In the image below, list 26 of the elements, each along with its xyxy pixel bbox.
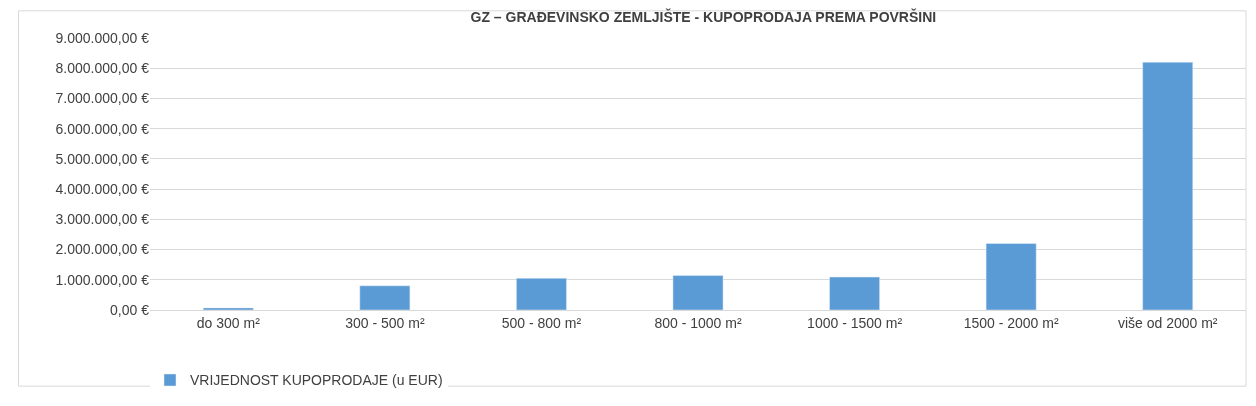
y-tick-label: 4.000.000,00 € xyxy=(55,181,150,198)
bar xyxy=(202,307,254,310)
x-tick-label: 1500 - 2000 m² xyxy=(963,314,1059,331)
x-tick-label: 800 - 1000 m² xyxy=(654,314,742,331)
x-tick-label: 500 - 800 m² xyxy=(501,314,582,331)
chart-title: GZ – GRAĐEVINSKO ZEMLJIŠTE - KUPOPRODAJA PREMA POVRŠINI xyxy=(470,7,937,25)
y-tick-label: 0,00 € xyxy=(110,301,150,318)
x-tick-label: 1000 - 1500 m² xyxy=(807,314,903,331)
y-tick-label: 1.000.000,00 € xyxy=(55,271,150,288)
legend-label: VRIJEDNOST KUPOPRODAJE (u EUR) xyxy=(190,372,443,389)
bar xyxy=(985,243,1037,310)
y-tick-label: 7.000.000,00 € xyxy=(55,90,150,107)
y-tick-label: 9.000.000,00 € xyxy=(55,29,150,46)
y-tick-label: 3.000.000,00 € xyxy=(55,211,150,228)
x-tick-label: 300 - 500 m² xyxy=(345,314,425,331)
y-tick-label: 8.000.000,00 € xyxy=(55,60,150,77)
bar xyxy=(516,278,567,310)
bar xyxy=(359,285,411,310)
x-tick-label: do 300 m² xyxy=(196,314,261,331)
bar xyxy=(672,275,724,310)
y-tick-label: 6.000.000,00 € xyxy=(55,120,150,137)
y-tick-label: 2.000.000,00 € xyxy=(55,241,150,258)
y-tick-label: 5.000.000,00 € xyxy=(55,150,150,167)
bar xyxy=(1142,61,1194,310)
bar xyxy=(829,276,880,310)
x-tick-label: više od 2000 m² xyxy=(1117,314,1218,331)
